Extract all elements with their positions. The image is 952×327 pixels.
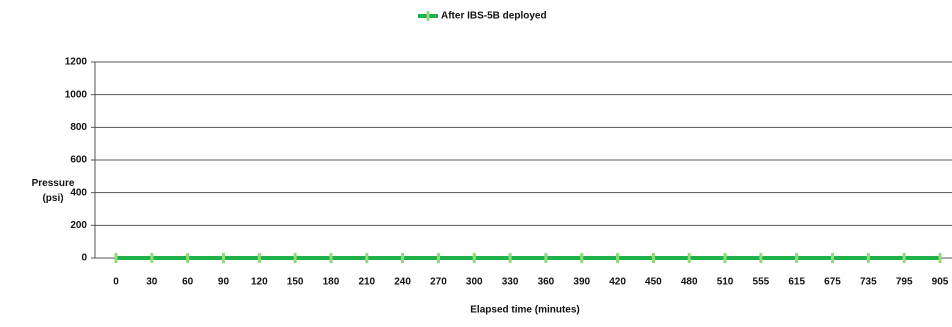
x-tick-label: 210 bbox=[358, 277, 375, 288]
x-tick-label: 510 bbox=[717, 277, 734, 288]
x-tick-label: 120 bbox=[251, 277, 268, 288]
x-tick-label: 555 bbox=[753, 277, 770, 288]
marker bbox=[150, 253, 154, 263]
marker bbox=[866, 253, 870, 263]
x-tick-label: 270 bbox=[430, 277, 447, 288]
x-tick-label: 30 bbox=[146, 277, 158, 288]
marker bbox=[221, 253, 225, 263]
y-tick-label: 0 bbox=[81, 253, 87, 264]
y-axis-title: Pressure (psi) bbox=[31, 178, 75, 204]
x-tick-label: 795 bbox=[896, 277, 913, 288]
x-tick-label: 480 bbox=[681, 277, 698, 288]
x-tick-label: 360 bbox=[538, 277, 555, 288]
x-tick-label: 390 bbox=[573, 277, 590, 288]
legend-marker bbox=[426, 11, 430, 21]
x-tick-label: 0 bbox=[113, 277, 119, 288]
x-axis-title: Elapsed time (minutes) bbox=[470, 305, 579, 316]
legend-label: After IBS-5B deployed bbox=[441, 11, 547, 22]
y-tick-label: 400 bbox=[70, 187, 87, 198]
marker bbox=[723, 253, 727, 263]
marker bbox=[831, 253, 835, 263]
y-tick-label: 200 bbox=[70, 220, 87, 231]
y-tick-label: 600 bbox=[70, 155, 87, 166]
marker bbox=[508, 253, 512, 263]
marker bbox=[114, 253, 118, 263]
marker bbox=[902, 253, 906, 263]
y-tick-label: 1200 bbox=[65, 57, 88, 68]
marker bbox=[759, 253, 763, 263]
x-tick-label: 300 bbox=[466, 277, 483, 288]
marker bbox=[938, 253, 942, 263]
x-tick-label: 330 bbox=[502, 277, 519, 288]
x-tick-label: 450 bbox=[645, 277, 662, 288]
marker bbox=[687, 253, 691, 263]
x-tick-label: 90 bbox=[218, 277, 230, 288]
x-tick-label: 905 bbox=[932, 277, 949, 288]
marker bbox=[616, 253, 620, 263]
x-tick-label: 615 bbox=[788, 277, 805, 288]
y-tick-label: 1000 bbox=[65, 89, 88, 100]
marker bbox=[365, 253, 369, 263]
x-tick-label: 240 bbox=[394, 277, 411, 288]
x-tick-label: 735 bbox=[860, 277, 877, 288]
marker bbox=[257, 253, 261, 263]
marker bbox=[401, 253, 405, 263]
marker bbox=[580, 253, 584, 263]
marker bbox=[795, 253, 799, 263]
marker bbox=[436, 253, 440, 263]
marker bbox=[651, 253, 655, 263]
marker bbox=[472, 253, 476, 263]
x-tick-label: 180 bbox=[323, 277, 340, 288]
x-tick-label: 420 bbox=[609, 277, 626, 288]
x-tick-label: 150 bbox=[287, 277, 304, 288]
marker bbox=[329, 253, 333, 263]
y-tick-label: 800 bbox=[70, 122, 87, 133]
marker bbox=[186, 253, 190, 263]
x-tick-label: 675 bbox=[824, 277, 841, 288]
x-tick-label: 60 bbox=[182, 277, 194, 288]
marker bbox=[293, 253, 297, 263]
marker bbox=[544, 253, 548, 263]
